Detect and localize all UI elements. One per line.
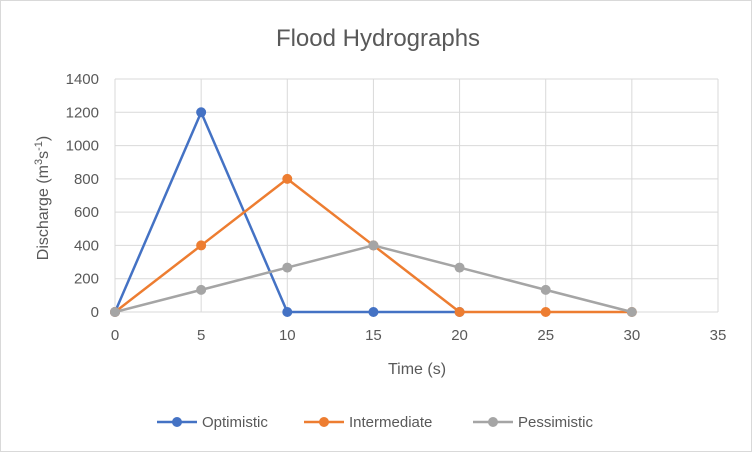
x-tick-label: 25: [537, 327, 554, 344]
tick-labels: 0 200 400 600 800 1000 1200 1400 0 5 10 15 20 25 30 35: [66, 71, 727, 344]
x-tick-label: 5: [197, 327, 205, 344]
data-point-optimistic: [282, 307, 293, 317]
legend-item-optimistic: Optimistic: [157, 414, 268, 431]
x-tick-label: 10: [279, 327, 296, 344]
data-point-intermediate: [282, 173, 293, 184]
y-tick-label: 1000: [66, 138, 99, 155]
chart-title: Flood Hydrographs: [276, 25, 480, 52]
data-point-pessimistic: [196, 284, 207, 295]
x-tick-label: 15: [365, 327, 382, 344]
y-tick-label: 600: [74, 204, 99, 221]
x-tick-label: 0: [111, 327, 119, 344]
legend-marker-pessimistic: [488, 417, 498, 427]
y-tick-label: 0: [91, 304, 99, 321]
data-point-pessimistic: [368, 240, 379, 251]
x-tick-label: 30: [624, 327, 641, 344]
data-point-optimistic: [196, 107, 207, 118]
data-point-intermediate: [454, 307, 465, 317]
y-tick-label: 1200: [66, 104, 99, 121]
data-point-intermediate: [196, 240, 207, 251]
data-point-pessimistic: [110, 307, 120, 317]
legend-marker-intermediate: [319, 417, 329, 427]
legend-item-pessimistic: Pessimistic: [473, 414, 594, 431]
legend-label-intermediate: Intermediate: [349, 414, 432, 431]
legend-label-optimistic: Optimistic: [202, 414, 268, 431]
x-tick-label: 35: [710, 327, 727, 344]
data-point-pessimistic: [626, 307, 637, 317]
y-tick-label: 400: [74, 237, 99, 254]
legend-item-intermediate: Intermediate: [304, 414, 432, 431]
data-point-optimistic: [368, 307, 379, 317]
x-axis-title: Time (s): [388, 361, 446, 378]
data-point-pessimistic: [282, 262, 293, 273]
data-point-pessimistic: [540, 284, 551, 295]
x-tick-label: 20: [451, 327, 468, 344]
legend-marker-optimistic: [172, 417, 182, 427]
y-axis-title: Discharge (m3s-1): [33, 136, 52, 260]
y-tick-label: 200: [74, 271, 99, 288]
data-point-pessimistic: [454, 262, 465, 273]
series-pessimistic: [110, 240, 637, 317]
legend-label-pessimistic: Pessimistic: [518, 414, 594, 431]
legend: Optimistic Intermediate Pessimistic: [157, 414, 594, 431]
series-group: [110, 107, 637, 317]
y-tick-label: 1400: [66, 71, 99, 88]
data-point-intermediate: [540, 307, 551, 317]
y-tick-label: 800: [74, 171, 99, 188]
